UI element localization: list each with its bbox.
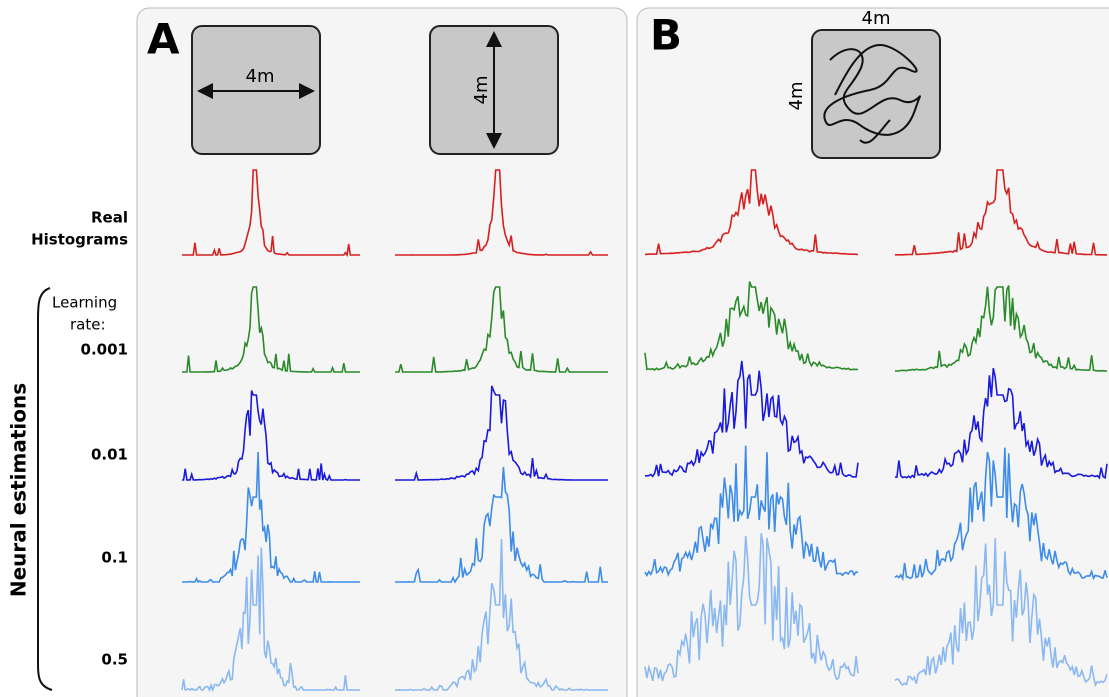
row-label: Histograms (31, 231, 128, 249)
histogram-curve (894, 367, 1108, 480)
histogram-curve (395, 539, 609, 692)
dimension: 4m (862, 8, 891, 29)
histogram-curve (644, 169, 859, 256)
dimension: 4m (246, 66, 275, 87)
histogram-curve (894, 538, 1108, 687)
neural-label: Neural estimations (7, 383, 31, 597)
histogram-curve (644, 533, 859, 682)
dimension: 4m (471, 76, 492, 105)
dimension: 4m (786, 82, 807, 111)
row-label: Real (91, 209, 128, 227)
panel-a (136, 7, 628, 697)
histogram-curve (895, 169, 1108, 256)
histogram-curve (395, 385, 608, 481)
histogram-curve (644, 281, 859, 371)
histogram-curve (644, 445, 859, 578)
histogram-curve (182, 451, 360, 584)
histogram-curve (395, 286, 608, 373)
rate-label: 0.5 (101, 651, 128, 669)
lr-label: rate: (70, 316, 106, 334)
histogram-curve (395, 169, 608, 256)
histogram-curve (182, 286, 360, 373)
histogram-curve (894, 285, 1108, 372)
histogram-curve (182, 169, 360, 258)
rate-label: 0.001 (81, 341, 128, 359)
rate-label: 0.01 (91, 446, 128, 464)
brace (37, 287, 53, 691)
panel-b (636, 7, 1109, 697)
rate-label: 0.1 (101, 549, 128, 567)
arena (811, 29, 941, 159)
trajectory (823, 43, 921, 144)
histogram-curve (181, 547, 360, 693)
histogram-curve (395, 466, 608, 584)
histogram-curve (894, 447, 1108, 582)
histogram-curve (645, 360, 859, 478)
histogram-curve (182, 390, 360, 482)
panel-label: B (650, 11, 682, 60)
lr-label: Learning (52, 294, 117, 312)
panel-label: A (147, 15, 180, 64)
